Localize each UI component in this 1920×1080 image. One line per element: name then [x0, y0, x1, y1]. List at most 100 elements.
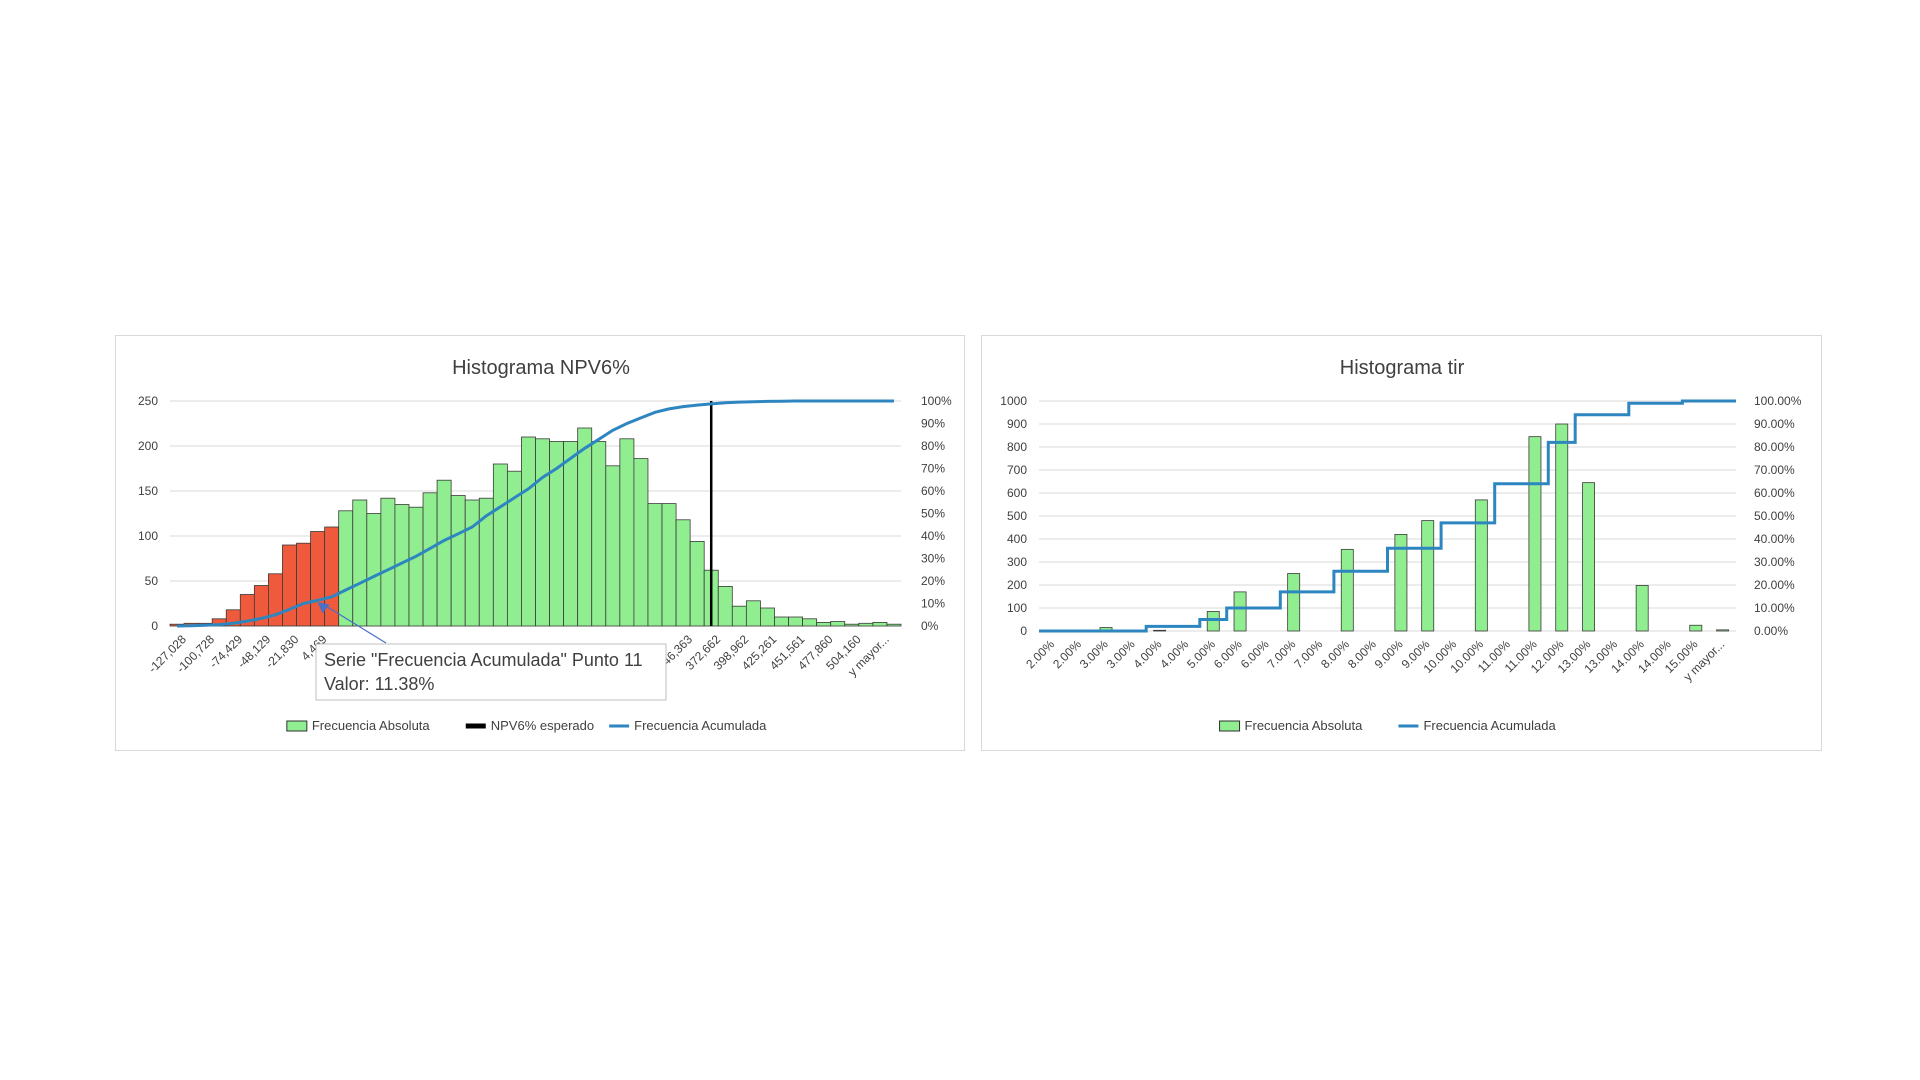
x-tick-label: 9.00%	[1372, 637, 1406, 671]
y2-tick-label: 20%	[921, 574, 945, 588]
x-tick-label: 8.00%	[1345, 637, 1379, 671]
y-tick-label: 400	[1007, 532, 1027, 546]
cumulative-frequency-line	[176, 399, 894, 628]
y-tick-label: 100	[138, 529, 158, 543]
x-tick-label: 6.00%	[1238, 637, 1272, 671]
cumulative-frequency-line	[1039, 399, 1736, 633]
histogram-bar	[338, 510, 354, 627]
y-tick-label: 800	[1007, 440, 1027, 454]
y2-tick-label: 30.00%	[1754, 555, 1795, 569]
y2-tick-label: 60%	[921, 484, 945, 498]
tir-histogram-panel[interactable]: Histograma tir 0 100 200 300 400 500 600 700 800…	[981, 335, 1822, 751]
histogram-bar	[492, 463, 508, 627]
histogram-bar	[521, 436, 536, 627]
y-tick-label: 250	[138, 394, 158, 408]
y2-tick-label: 70%	[921, 462, 945, 476]
chart-title: Histograma NPV6%	[452, 357, 630, 379]
histogram-bar	[1233, 591, 1247, 632]
y-tick-label: 1000	[1000, 394, 1027, 408]
histogram-bar	[577, 427, 593, 627]
y2-tick-label: 0.00%	[1754, 624, 1788, 638]
y2-tick-label: 50.00%	[1754, 509, 1795, 523]
y2-tick-label: 20.00%	[1754, 578, 1795, 592]
legend-label: NPV6% esperado	[491, 718, 594, 733]
legend-label: Frecuencia Absoluta	[312, 718, 431, 733]
x-tick-label: 2.00%	[1050, 637, 1084, 671]
histogram-bar	[647, 503, 663, 627]
x-tick-label: 2.00%	[1023, 637, 1057, 671]
histogram-bar	[1555, 423, 1569, 632]
x-tick-label: 3.00%	[1104, 637, 1138, 671]
histogram-bar	[535, 438, 550, 627]
histogram-bar	[1635, 585, 1649, 632]
histogram-bar	[745, 600, 761, 627]
histogram-bar	[366, 513, 382, 627]
chart-title: Histograma tir	[1340, 357, 1465, 379]
histogram-bar	[563, 441, 579, 627]
histogram-bar	[268, 573, 283, 627]
y-tick-label: 200	[138, 439, 158, 453]
histogram-bar	[352, 499, 368, 627]
histogram-bar	[296, 542, 311, 627]
histogram-bar	[816, 621, 832, 627]
x-tick-label: 6.00%	[1211, 637, 1245, 671]
y2-tick-label: 30%	[921, 552, 945, 566]
histogram-bar	[661, 503, 677, 627]
histogram-bar	[717, 585, 733, 627]
y2-tick-label: 100.00%	[1754, 394, 1802, 408]
y-tick-label: 900	[1007, 417, 1027, 431]
histogram-bar	[675, 519, 691, 627]
histogram-bar	[689, 540, 705, 627]
y2-tick-label: 80%	[921, 439, 945, 453]
legend-swatch-bar	[1219, 720, 1241, 732]
y2-tick-label: 10.00%	[1754, 601, 1795, 615]
histogram-bar	[436, 479, 452, 627]
histogram-bar	[1340, 548, 1354, 632]
tooltip-arrow	[317, 602, 330, 614]
y2-tick-label: 90.00%	[1754, 417, 1795, 431]
y-tick-label: 300	[1007, 555, 1027, 569]
histogram-bar	[788, 616, 803, 627]
y-tick-label: 0	[1020, 624, 1027, 638]
tooltip-box	[315, 643, 667, 701]
npv-histogram-panel[interactable]: Histograma NPV6% 0 50 100 150 200 250 0% 10% 20%…	[115, 335, 965, 751]
y-tick-label: 0	[151, 619, 158, 633]
histogram-bar	[802, 618, 818, 627]
x-tick-label: 4.00%	[1157, 637, 1191, 671]
histogram-bar	[619, 438, 635, 627]
y2-tick-label: 50%	[921, 507, 945, 521]
histogram-bar	[380, 497, 396, 627]
x-tick-label: 5.00%	[1184, 637, 1218, 671]
histogram-bar	[605, 465, 621, 627]
histogram-bar	[282, 544, 297, 627]
histogram-bar	[858, 622, 874, 627]
y2-tick-label: 70.00%	[1754, 463, 1795, 477]
histogram-bar	[1206, 611, 1220, 632]
histogram-bar	[422, 492, 438, 627]
histogram-bar	[633, 458, 649, 627]
histogram-bar	[774, 616, 789, 627]
y-tick-label: 600	[1007, 486, 1027, 500]
histogram-bar	[408, 506, 424, 627]
x-tick-label: 8.00%	[1318, 637, 1352, 671]
histogram-bar	[1528, 436, 1542, 632]
histogram-bar	[886, 623, 902, 627]
tooltip-line-2: Valor: 11.38%	[324, 674, 434, 694]
y2-tick-label: 40%	[921, 529, 945, 543]
histogram-bar	[1394, 533, 1408, 632]
legend-label: Frecuencia Acumulada	[1423, 718, 1556, 733]
y2-tick-label: 80.00%	[1754, 440, 1795, 454]
histogram-bar	[1689, 624, 1703, 632]
histogram-bar	[731, 605, 747, 627]
legend-swatch-bar	[286, 720, 308, 732]
histogram-bar	[760, 607, 775, 627]
x-tick-label: 7.00%	[1291, 637, 1325, 671]
x-tick-label: 3.00%	[1077, 637, 1111, 671]
histogram-bar	[1474, 499, 1488, 632]
histogram-bar	[844, 623, 860, 627]
y2-tick-label: 10%	[921, 597, 945, 611]
tooltip-line-1: Serie "Frecuencia Acumulada" Punto 11	[324, 650, 643, 670]
histogram-bar	[872, 621, 888, 627]
legend-label: Frecuencia Acumulada	[634, 718, 767, 733]
histogram-bar	[1421, 520, 1435, 632]
